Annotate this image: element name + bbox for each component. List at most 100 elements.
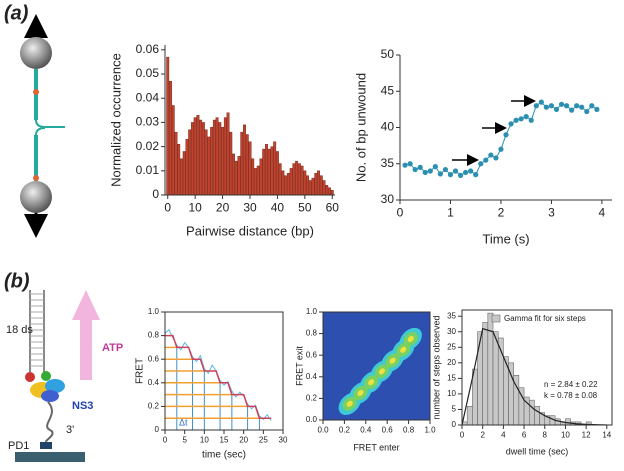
x-tick-label: 40: [271, 201, 285, 215]
bar: [188, 129, 192, 196]
point: [548, 103, 555, 109]
annotation: n = 2.84 ± 0.22: [544, 380, 598, 389]
bar: [319, 175, 323, 196]
y-axis-label: FRET: [135, 358, 146, 384]
bar: [308, 180, 312, 196]
bar: [234, 160, 238, 196]
y-tick-label: 10: [447, 389, 456, 398]
helicase-diagram: 18 ds ATP NS3 3' PD1: [6, 290, 123, 462]
bar: [265, 143, 268, 196]
legend-swatch: [491, 314, 501, 323]
point: [432, 164, 438, 170]
bar: [482, 322, 489, 426]
bar: [190, 122, 194, 196]
x-tick-label: 30: [279, 436, 288, 445]
diagram-label: 18 ds: [6, 324, 33, 336]
x-tick-label: 2: [498, 206, 505, 220]
trace-line: [404, 101, 598, 176]
density-peak: [357, 389, 364, 397]
point: [523, 114, 529, 120]
y-tick-label: 0.4: [306, 372, 318, 381]
y-tick-label: 45: [381, 83, 395, 97]
x-tick-label: 20: [239, 436, 248, 445]
point: [569, 107, 575, 113]
bar: [171, 105, 175, 196]
x-tick-label: 1.0: [424, 426, 436, 435]
x-tick-label: 20: [216, 201, 230, 215]
point: [589, 103, 595, 109]
bar: [306, 175, 310, 196]
panel-label: (a): [4, 2, 29, 24]
y-tick-label: 15: [447, 373, 456, 382]
y-tick-label: 30: [381, 192, 395, 206]
x-tick-label: 14: [602, 431, 611, 440]
bar: [221, 127, 225, 196]
bar: [185, 139, 189, 196]
point: [508, 121, 514, 127]
point: [594, 106, 600, 112]
y-tick-label: 0.8: [306, 329, 318, 338]
x-tick-label: 8: [543, 431, 548, 440]
x-tick-label: 5: [182, 436, 187, 445]
bar: [243, 124, 246, 196]
x-axis-label: time (sec): [202, 450, 246, 461]
bar: [193, 117, 197, 196]
y-axis-label: Normalized occurrence: [108, 53, 123, 187]
point: [452, 168, 459, 174]
x-tick-label: 4: [501, 431, 506, 440]
bar: [328, 187, 331, 196]
bar: [292, 163, 296, 196]
x-tick-label: 4: [599, 206, 606, 220]
series-line: [165, 334, 272, 419]
point: [584, 108, 590, 115]
bar: [300, 165, 304, 196]
y-tick-label: 35: [447, 311, 456, 320]
bar: [295, 160, 299, 196]
x-tick-label: 25: [259, 436, 268, 445]
bar: [212, 119, 216, 196]
bar: [240, 131, 244, 196]
y-tick-label: 0.0: [306, 415, 318, 424]
x-tick-label: 0: [460, 431, 465, 440]
plot-frame: [164, 311, 284, 431]
bar: [286, 173, 290, 196]
panel-label: (b): [4, 270, 30, 292]
x-tick-label: 30: [243, 201, 257, 215]
x-tick-label: 0.4: [360, 426, 372, 435]
fit-line: [461, 327, 607, 426]
point: [528, 117, 534, 123]
x-axis-label: Time (s): [482, 231, 529, 246]
bar: [207, 136, 211, 196]
plot-frame: [461, 309, 613, 426]
y-tick-label: 0: [152, 187, 159, 201]
x-axis-label: dwell time (sec): [506, 446, 569, 456]
bar: [251, 158, 255, 196]
x-tick-label: 0.2: [339, 426, 351, 435]
point: [417, 164, 423, 170]
bar: [180, 158, 183, 196]
x-tick-label: 0.8: [403, 426, 415, 435]
bar: [284, 175, 288, 196]
x-tick-label: 15: [220, 436, 229, 445]
bar: [204, 129, 208, 196]
bar: [297, 163, 301, 196]
x-tick-label: 0: [397, 206, 404, 220]
y-tick-label: 50: [381, 47, 395, 61]
y-tick-label: 0.02: [136, 139, 160, 153]
point: [447, 172, 454, 178]
bar: [267, 148, 271, 196]
y-tick-label: 0.05: [136, 66, 160, 80]
y-tick-label: 0: [452, 420, 457, 429]
bar: [245, 134, 249, 196]
bar: [218, 122, 222, 196]
bar: [554, 418, 561, 426]
bar: [289, 168, 293, 196]
bar: [311, 177, 315, 196]
point: [457, 172, 464, 178]
bar: [174, 131, 178, 196]
density-peak: [368, 379, 375, 386]
density-peak: [400, 346, 407, 353]
point: [563, 103, 570, 109]
point: [493, 155, 499, 161]
axis-line: [164, 45, 335, 196]
